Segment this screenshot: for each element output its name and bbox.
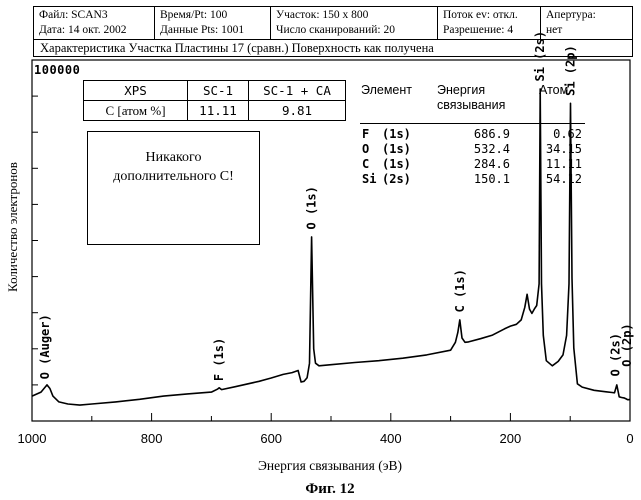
x-tick-label: 0 xyxy=(626,431,633,446)
peak-label: O (2p) xyxy=(620,323,634,366)
annotation-line: дополнительного С! xyxy=(88,167,259,186)
xps-value-cell: 9.81 xyxy=(249,101,346,121)
binding-energy: 686.9 xyxy=(455,127,510,141)
xps-value-cell: 11.11 xyxy=(188,101,249,121)
element-orbital: (1s) xyxy=(382,127,411,141)
element-orbital: (1s) xyxy=(382,157,411,171)
x-tick-label: 1000 xyxy=(18,431,47,446)
annotation-line: Никакого xyxy=(88,148,259,167)
xps-carbon-table: XPS SC-1 SC-1 + CA C [атом %] 11.11 9.81 xyxy=(83,80,346,121)
binding-energy: 284.6 xyxy=(455,157,510,171)
peak-label: F (1s) xyxy=(212,338,226,381)
energy-column-header: Энергия xyxy=(437,83,485,98)
y-axis-label: Количество электронов xyxy=(5,162,21,292)
element-column-header: Элемент xyxy=(361,83,412,98)
element-table-rule xyxy=(360,123,585,124)
xps-header-cell: XPS xyxy=(84,81,188,101)
atom-column-header: Атом xyxy=(539,83,568,98)
xps-header-cell: SC-1 xyxy=(188,81,249,101)
element-orbital: (2s) xyxy=(382,172,411,186)
energy-column-header-line2: связывания xyxy=(437,98,505,113)
x-tick-label: 400 xyxy=(380,431,402,446)
atom-percent: 34.15 xyxy=(527,142,582,156)
x-tick-label: 800 xyxy=(141,431,163,446)
figure-caption: Фиг. 12 xyxy=(305,481,354,498)
xps-row-label: C [атом %] xyxy=(84,101,188,121)
x-tick-label: 600 xyxy=(260,431,282,446)
atom-percent: 0.62 xyxy=(527,127,582,141)
xps-header-cell: SC-1 + CA xyxy=(249,81,346,101)
element-symbol: Si xyxy=(362,172,376,186)
x-axis-label: Энергия связывания (эВ) xyxy=(258,458,402,474)
annotation-box: Никакого дополнительного С! xyxy=(87,131,260,245)
element-symbol: C xyxy=(362,157,369,171)
atom-percent: 54.12 xyxy=(527,172,582,186)
element-symbol: F xyxy=(362,127,369,141)
element-orbital: (1s) xyxy=(382,142,411,156)
peak-label: O (Auger) xyxy=(38,314,52,379)
atom-percent: 11.11 xyxy=(527,157,582,171)
peak-label: O (1s) xyxy=(305,186,319,229)
y-axis-max-label: 100000 xyxy=(34,63,80,77)
binding-energy: 150.1 xyxy=(455,172,510,186)
binding-energy: 532.4 xyxy=(455,142,510,156)
x-tick-label: 200 xyxy=(500,431,522,446)
peak-label: C (1s) xyxy=(453,269,467,312)
element-symbol: O xyxy=(362,142,369,156)
peak-label: Si (2s) xyxy=(533,31,547,82)
